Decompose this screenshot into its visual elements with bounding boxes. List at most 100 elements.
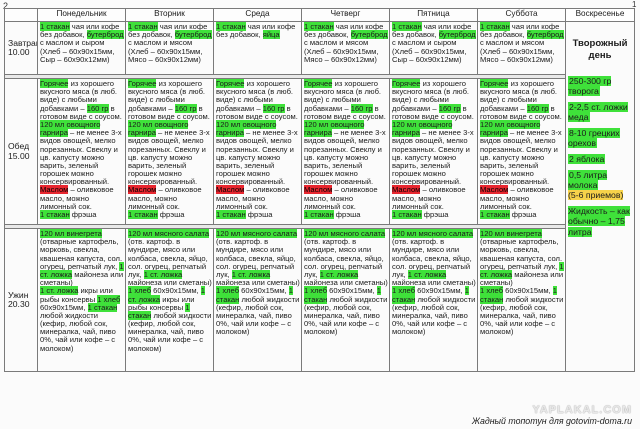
hl-text: 1 стакан [40, 210, 70, 219]
hl-text: Горячее [392, 79, 421, 88]
cell-text: из хорошего вкусного мяса (в люб. виде) … [480, 79, 558, 113]
breakfast-row: Завтрак 10.00 1 стакан чая или кофе без … [4, 21, 635, 372]
cell-text: – не менее 3-х видов овощей, мелко порез… [392, 128, 474, 187]
dinner-cell: 120 мл мясного салата (отв. картоф. в му… [125, 228, 214, 372]
day-header: Среда [213, 8, 302, 22]
cell-text: – оливковое масло, можно лимонный сок. [128, 185, 202, 211]
row-label-text: Завтрак [8, 37, 38, 48]
cell-text: 60х90х15мм, [327, 286, 375, 296]
sunday-item: 0,5 литра молока (5-6 приемов) [568, 169, 632, 200]
cell-text: любой жидкости (кефир, любой сок, минера… [480, 294, 564, 337]
cell-text: в готовом виде с соусом. [480, 103, 562, 121]
cell-text: из хорошего вкусного мяса (в люб. виде) … [216, 79, 294, 113]
lunch-cell: Горячее из хорошего вкусного мяса (в люб… [37, 78, 126, 225]
hl-text: 120 мл мясного салата [216, 229, 298, 238]
row-label-dinner: Ужин 20.30 [4, 228, 38, 372]
hl-text: Горячее [480, 79, 509, 88]
cell-text: с маслом и мясом [304, 38, 369, 48]
hl-text: 1 ст. ложка [407, 269, 447, 279]
watermark-caption: Жадный топотун для gotovim-doma.ru [471, 416, 632, 426]
corner-cell [4, 8, 38, 22]
hl-text: 160 гр [86, 103, 109, 113]
hl-text: 1 стакан [128, 22, 158, 31]
hl-text: 160 гр [526, 103, 549, 113]
cell-text: – не менее 3-х видов овощей, мелко порез… [216, 128, 298, 187]
breakfast-cell: 1 стакан чая или кофе без добавок, бутер… [389, 21, 478, 75]
hl-text: бутерброд [86, 30, 124, 40]
cell-text: чая или кофе без добавок, [392, 22, 472, 40]
sunday-column: Творожный день 250-300 гр творога 2-2,5 … [565, 21, 635, 372]
breakfast-cell: 1 стакан чая или кофе без добавок, яйца [213, 21, 302, 75]
hl-text: 1 стакан [128, 210, 158, 219]
day-header: Четверг [301, 8, 390, 22]
cell-text: – не менее 3-х видов овощей, мелко порез… [40, 128, 122, 187]
cell-text: (Хлеб – 60х90х15мм, Сыр – 60х90х12мм) [40, 46, 115, 64]
hl-text: 1 ст. ложка [319, 269, 359, 279]
lunch-cell: Горячее из хорошего вкусного мяса (в люб… [125, 78, 214, 225]
hl-text: 1 стакан [87, 302, 118, 312]
hl-text: 1 стакан [392, 22, 422, 31]
day-header: Вторник [125, 8, 214, 22]
hl-text: Горячее [216, 79, 245, 88]
cell-text: майонеза или сметаны) [216, 278, 300, 288]
watermark-logo: YAPLAKAL.COM [532, 404, 632, 416]
cell-text: любой жидкости (кефир, любой сок, минера… [40, 310, 116, 353]
breakfast-cell: 1 стакан чая или кофе без добавок, бутер… [301, 21, 390, 75]
cell-text: – не менее 3-х видов овощей, мелко порез… [304, 128, 386, 187]
hl-text: 1 ст. ложка [40, 286, 79, 296]
edge-mark: 1 [632, 0, 637, 9]
hl-text: 1 стакан [40, 22, 70, 31]
cell-text: (отв. картоф. в мундире, мясо или колбас… [216, 237, 296, 279]
hl-text: 1 стакан [216, 210, 246, 219]
cell-text: из хорошего вкусного мяса (в люб. виде) … [392, 79, 470, 113]
cell-text: чая или кофе без добавок, [304, 22, 384, 40]
hl-text: 1 хлеб [392, 286, 416, 296]
hl-text: Горячее [128, 79, 157, 88]
cell-text: – оливковое масло, можно лимонный сок. [392, 185, 466, 211]
cell-text: с маслом и мясом [128, 38, 193, 48]
hl-text: 1 стакан [480, 22, 510, 31]
cell-text: майонеза или сметаны) [128, 278, 212, 288]
header-row: Понедельник Вторник Среда Четверг Пятниц… [4, 8, 635, 22]
hl-text: 160 гр [438, 103, 461, 113]
cell-text: чая или кофе без добавок, [480, 22, 560, 40]
cell-text: майонеза или сметаны) [304, 278, 388, 288]
row-label-text: Обед [8, 141, 30, 152]
hl-text: Жидкость – как обычно – 1,75 литра [568, 205, 630, 237]
row-time: 15.00 [8, 150, 30, 161]
day-header-sunday: Воскресенье [565, 8, 635, 22]
sunday-item: 2 яблока [568, 153, 632, 164]
row-label-text: Ужин [8, 289, 29, 300]
red-text: Маслом [480, 185, 509, 195]
dinner-cell: 120 мл мясного салата (отв. картоф. в му… [389, 228, 478, 372]
cell-text: чая или кофе без добавок, [128, 22, 208, 40]
breakfast-cell: 1 стакан чая или кофе без добавок, бутер… [37, 21, 126, 75]
cell-text: (Хлеб – 60х90х15мм, Мясо – 60х90х12мм) [128, 46, 203, 64]
cell-text: с маслом и сыром [392, 38, 457, 48]
hl-text: 8-10 грецких орехов [568, 127, 620, 148]
red-text: Маслом [216, 185, 245, 195]
cell-text: – не менее 3-х видов овощей, мелко порез… [480, 128, 562, 187]
red-text: Маслом [128, 185, 157, 195]
breakfast-cell: 1 стакан чая или кофе без добавок, бутер… [125, 21, 214, 75]
day-header: Суббота [477, 8, 566, 22]
portions-note: (5-6 приемов) [568, 189, 624, 200]
lunch-cell: Горячее из хорошего вкусного мяса (в люб… [389, 78, 478, 225]
footer-watermark: YAPLAKAL.COM Жадный топотун для gotovim-… [0, 404, 640, 429]
cell-text: (Хлеб – 60х90х15мм, Мясо – 60х90х12мм) [304, 46, 379, 64]
cell-text: из хорошего вкусного мяса (в люб. виде) … [128, 79, 206, 113]
cell-text: фрэша [509, 210, 537, 219]
cell-text: – оливковое масло, можно лимонный сок. [304, 185, 378, 211]
hl-text: яйца [262, 30, 280, 40]
lunch-cell: Горячее из хорошего вкусного мяса (в люб… [477, 78, 566, 225]
lunch-cell: Горячее из хорошего вкусного мяса (в люб… [213, 78, 302, 225]
hl-text: Горячее [40, 79, 69, 88]
row-time: 10.00 [8, 47, 30, 57]
cell-text: (отв. картоф. в мундире, мясо или колбас… [304, 237, 384, 279]
cell-text: с маслом и сыром [40, 38, 105, 48]
cell-text: любой жидкости (кефир, любой сок, минера… [304, 294, 388, 337]
cell-text: в готовом виде с соусом. [392, 103, 474, 121]
cell-text: любой жидкости (кефир, любой сок, минера… [392, 294, 476, 337]
hl-text: 120 мл мясного салата [304, 229, 386, 238]
